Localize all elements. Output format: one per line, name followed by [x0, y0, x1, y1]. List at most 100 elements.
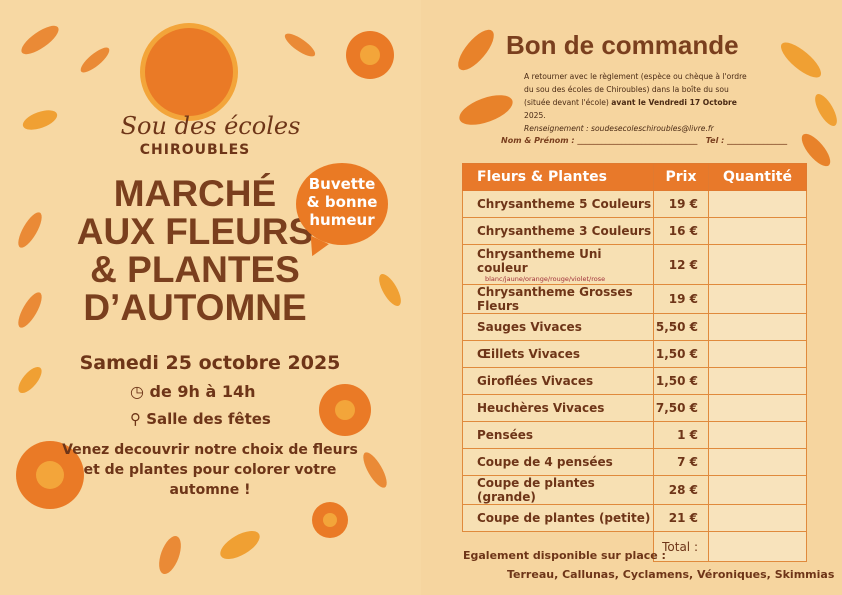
product-price: 5,50 € [653, 313, 709, 341]
product-name: Œillets Vivaces [462, 340, 654, 368]
total-label: Total : [653, 531, 709, 562]
clock-icon: ◷ [130, 382, 150, 401]
product-name: Chrysantheme Uni couleur blanc/jaune/oran… [462, 244, 654, 285]
info-text: 2025. [524, 111, 546, 120]
logo-subtitle: CHIROUBLES [139, 142, 251, 158]
quantity-field[interactable] [708, 421, 807, 449]
leaf-decoration-icon [458, 29, 837, 167]
form-fields: Nom & Prénom : _________________________… [501, 136, 787, 145]
order-table: Fleurs & Plantes Prix Quantité Chrysanth… [462, 163, 807, 562]
quantity-field[interactable] [708, 475, 807, 505]
quantity-field[interactable] [708, 284, 807, 314]
bubble-line: humeur [309, 211, 375, 229]
product-label: Chrysantheme Uni couleur [477, 246, 602, 275]
product-name: Chrysantheme 5 Couleurs [462, 190, 654, 218]
product-price: 7,50 € [653, 394, 709, 422]
table-row: Chrysantheme 3 Couleurs 16 € [462, 217, 807, 245]
event-title: MARCHÉ AUX FLEURS & PLANTES D’AUTOMNE [60, 175, 330, 327]
product-price: 7 € [653, 448, 709, 476]
product-price: 1,50 € [653, 367, 709, 395]
product-name: Chrysantheme 3 Couleurs [462, 217, 654, 245]
header-product: Fleurs & Plantes [462, 163, 654, 191]
table-row: Coupe de 4 pensées 7 € [462, 448, 807, 476]
table-row: Coupe de plantes (petite) 21 € [462, 504, 807, 532]
quantity-field[interactable] [708, 190, 807, 218]
table-row: Chrysantheme 5 Couleurs 19 € [462, 190, 807, 218]
title-line: & PLANTES [90, 249, 300, 290]
table-row: Giroflées Vivaces 1,50 € [462, 367, 807, 395]
header-price: Prix [653, 163, 709, 191]
form-title: Bon de commande [506, 30, 739, 60]
extra-items: Terreau, Callunas, Cyclamens, Véroniques… [507, 568, 835, 581]
product-label: Pensées [477, 428, 534, 442]
product-name: Coupe de plantes (grande) [462, 475, 654, 505]
product-price: 19 € [653, 190, 709, 218]
event-date: Samedi 25 octobre 2025 [79, 352, 341, 374]
info-text: A retourner avec le règlement (espèce ou… [524, 72, 747, 107]
location-pin-icon: ⚲ [130, 410, 147, 428]
product-label: Chrysantheme 5 Couleurs [477, 197, 652, 211]
event-hours: ◷ de 9h à 14h [130, 382, 256, 401]
product-price: 16 € [653, 217, 709, 245]
flyer-panel: Sou des écoles CHIROUBLES MARCHÉ AUX FLE… [0, 0, 421, 595]
total-row: Total : [463, 531, 807, 562]
logo-image [145, 28, 233, 116]
title-line: D’AUTOMNE [83, 287, 307, 328]
product-label: Coupe de plantes (grande) [477, 476, 595, 504]
name-field[interactable]: Nom & Prénom : _________________________… [501, 136, 698, 145]
quantity-field[interactable] [708, 394, 807, 422]
total-field[interactable] [708, 531, 807, 562]
table-row: Chrysantheme Uni couleur blanc/jaune/oran… [462, 244, 807, 285]
product-label: Chrysantheme 3 Couleurs [477, 224, 652, 238]
product-note: blanc/jaune/orange/rouge/violet/rose [485, 274, 606, 283]
product-label: Chrysantheme Grosses Fleurs [477, 285, 633, 313]
product-name: Pensées [462, 421, 654, 449]
product-label: Giroflées Vivaces [477, 374, 594, 388]
table-row: Œillets Vivaces 1,50 € [462, 340, 807, 368]
title-line: MARCHÉ [113, 173, 277, 214]
leaf-decoration-icon [16, 25, 401, 575]
quantity-field[interactable] [708, 313, 807, 341]
product-label: Coupe de 4 pensées [477, 455, 613, 469]
quantity-field[interactable] [708, 504, 807, 532]
product-price: 21 € [653, 504, 709, 532]
hours-text: de 9h à 14h [149, 382, 256, 401]
product-price: 28 € [653, 475, 709, 505]
product-name: Giroflées Vivaces [462, 367, 654, 395]
product-name: Chrysantheme Grosses Fleurs [462, 284, 654, 314]
event-place: ⚲ Salle des fêtes [130, 410, 271, 428]
event-description: Venez decouvrir notre choix de fleurs et… [62, 442, 358, 498]
table-row: Pensées 1 € [462, 421, 807, 449]
table-row: Heuchères Vivaces 7,50 € [462, 394, 807, 422]
product-price: 1 € [653, 421, 709, 449]
product-name: Heuchères Vivaces [462, 394, 654, 422]
table-row: Chrysantheme Grosses Fleurs 19 € [462, 284, 807, 314]
product-price: 19 € [653, 284, 709, 314]
product-label: Œillets Vivaces [477, 347, 581, 361]
product-label: Heuchères Vivaces [477, 401, 605, 415]
header-quantity: Quantité [708, 163, 807, 191]
contact-email: Renseignement : soudesecoleschiroubles@l… [524, 124, 714, 133]
quantity-field[interactable] [708, 244, 807, 285]
product-name: Sauges Vivaces [462, 313, 654, 341]
quantity-field[interactable] [708, 340, 807, 368]
product-label: Coupe de plantes (petite) [477, 511, 651, 525]
bubble-line: Buvette [308, 175, 376, 193]
product-label: Sauges Vivaces [477, 320, 582, 334]
quantity-field[interactable] [708, 217, 807, 245]
table-row: Sauges Vivaces 5,50 € [462, 313, 807, 341]
product-price: 12 € [653, 244, 709, 285]
form-instructions: A retourner avec le règlement (espèce ou… [524, 70, 754, 135]
product-name: Coupe de plantes (petite) [462, 504, 654, 532]
place-text: Salle des fêtes [146, 410, 271, 428]
table-row: Coupe de plantes (grande) 28 € [462, 475, 807, 505]
quantity-field[interactable] [708, 448, 807, 476]
tel-field[interactable]: Tel : _______________ [705, 136, 788, 145]
title-line: AUX FLEURS [76, 211, 314, 252]
logo-name: Sou des écoles [120, 112, 301, 140]
quantity-field[interactable] [708, 367, 807, 395]
product-name: Coupe de 4 pensées [462, 448, 654, 476]
deadline-text: avant le Vendredi 17 Octobre [611, 98, 737, 107]
order-form-panel: Bon de commande A retourner avec le règl… [421, 0, 842, 595]
speech-bubble: Buvette & bonne humeur [296, 163, 388, 245]
